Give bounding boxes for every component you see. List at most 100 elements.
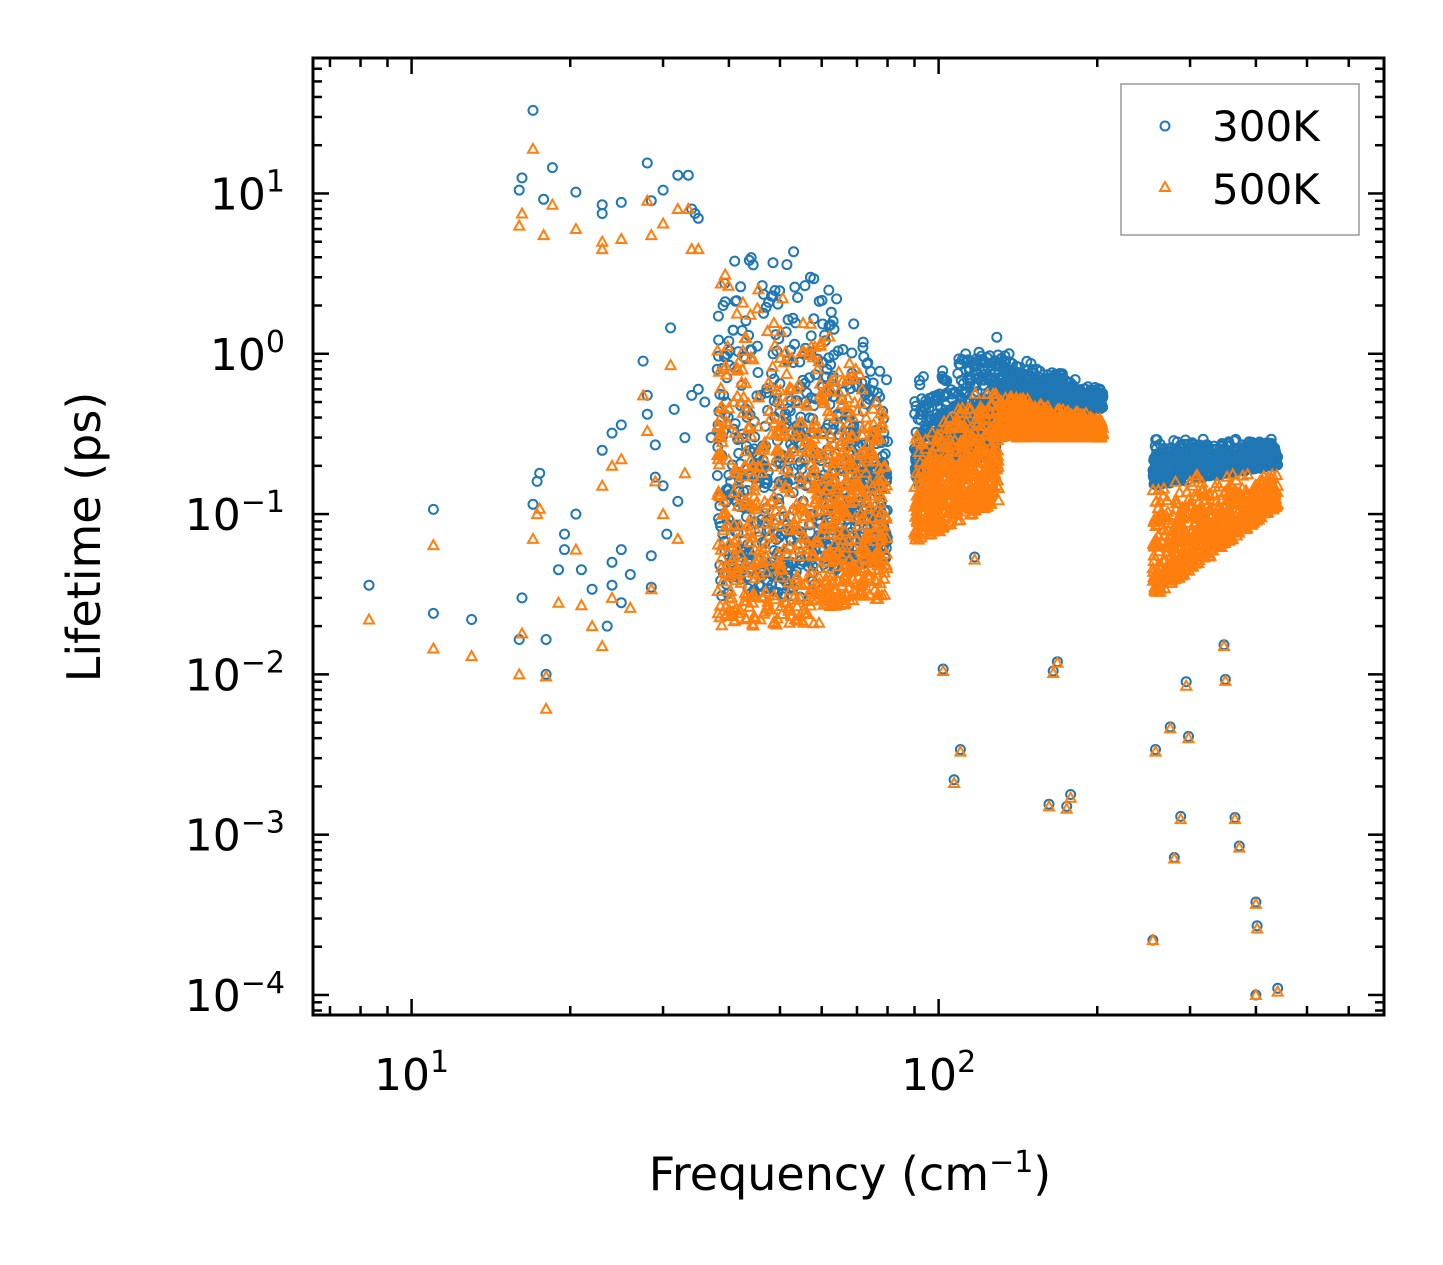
point-500k — [760, 498, 775, 511]
point-500k — [806, 549, 821, 562]
point-500k — [789, 571, 803, 584]
point-500k — [871, 558, 885, 571]
point-500k — [782, 446, 797, 459]
point-500k — [805, 421, 819, 434]
point-500k — [816, 391, 830, 404]
point-300k — [773, 493, 784, 505]
point-300k — [969, 361, 981, 373]
point-500k — [921, 456, 936, 469]
point-500k — [733, 518, 747, 531]
point-300k — [713, 334, 725, 346]
point-500k — [831, 452, 845, 465]
point-500k — [876, 459, 891, 472]
point-500k — [748, 542, 762, 555]
point-500k — [767, 489, 781, 502]
point-300k — [780, 413, 792, 425]
point-300k — [546, 162, 558, 174]
point-500k — [1045, 425, 1059, 438]
point-500k — [807, 495, 822, 508]
point-500k — [775, 606, 789, 619]
point-500k — [745, 508, 759, 521]
point-500k — [922, 451, 936, 464]
point-500k — [1090, 425, 1104, 438]
point-500k — [739, 444, 753, 457]
point-500k — [731, 606, 745, 619]
point-500k — [809, 419, 823, 432]
point-500k — [738, 330, 752, 343]
point-500k — [966, 503, 980, 516]
point-500k — [935, 491, 950, 504]
point-500k — [848, 510, 862, 523]
point-500k — [744, 350, 758, 363]
point-500k — [804, 548, 818, 561]
point-500k — [863, 443, 877, 456]
point-500k — [926, 445, 940, 458]
point-500k — [712, 457, 726, 470]
point-500k — [831, 516, 845, 529]
point-500k — [780, 548, 794, 561]
point-500k — [910, 428, 924, 441]
point-500k — [817, 515, 831, 528]
point-500k — [767, 315, 781, 328]
point-500k — [1012, 395, 1026, 408]
point-500k — [730, 306, 744, 319]
point-300k — [765, 290, 777, 302]
point-300k — [881, 374, 892, 386]
point-300k — [723, 469, 735, 481]
point-500k — [747, 483, 762, 496]
point-500k — [937, 427, 952, 440]
point-500k — [714, 276, 728, 289]
point-500k — [832, 364, 846, 377]
point-500k — [1055, 423, 1069, 436]
point-500k — [962, 491, 977, 504]
point-300k — [1154, 438, 1166, 450]
point-300k — [931, 391, 943, 403]
point-500k — [874, 489, 889, 502]
point-500k — [924, 491, 939, 504]
point-300k — [596, 444, 608, 456]
point-500k — [834, 528, 848, 541]
point-300k — [965, 371, 977, 383]
point-500k — [827, 372, 841, 385]
point-500k — [859, 465, 873, 478]
point-500k — [847, 395, 862, 408]
point-300k — [1037, 369, 1049, 381]
point-500k — [869, 395, 884, 408]
point-500k — [748, 571, 762, 584]
point-500k — [851, 518, 866, 531]
point-500k — [953, 492, 968, 505]
point-500k — [823, 544, 837, 557]
point-500k — [803, 316, 818, 329]
point-300k — [766, 368, 778, 380]
point-500k — [736, 343, 750, 356]
point-500k — [863, 518, 877, 531]
point-300k — [713, 350, 724, 362]
point-500k — [758, 435, 772, 448]
point-300k — [810, 369, 821, 381]
point-500k — [751, 282, 766, 295]
point-300k — [879, 448, 891, 460]
point-500k — [712, 364, 726, 377]
point-500k — [772, 476, 786, 489]
point-500k — [955, 419, 970, 432]
point-500k — [825, 591, 840, 604]
point-300k — [987, 357, 999, 369]
point-500k — [831, 559, 845, 572]
point-500k — [822, 329, 837, 342]
point-500k — [1074, 407, 1088, 420]
point-500k — [803, 516, 817, 529]
point-500k — [762, 375, 776, 388]
point-500k — [816, 426, 831, 439]
point-300k — [948, 774, 960, 786]
point-500k — [796, 494, 811, 507]
point-500k — [861, 454, 875, 467]
point-500k — [777, 462, 792, 475]
point-500k — [995, 403, 1009, 416]
point-500k — [951, 513, 965, 526]
point-500k — [739, 612, 753, 625]
point-500k — [857, 542, 871, 555]
point-500k — [970, 455, 985, 468]
point-300k — [752, 367, 764, 378]
point-300k — [946, 388, 958, 400]
point-500k — [941, 420, 955, 433]
